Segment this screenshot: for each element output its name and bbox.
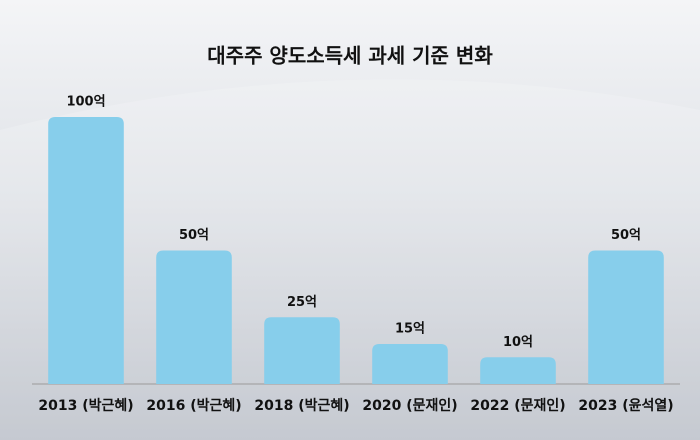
bar: [48, 117, 124, 384]
x-tick-label: 2022 (문재인): [470, 397, 565, 414]
x-tick-label: 2020 (문재인): [362, 397, 457, 414]
value-label: 25억: [287, 295, 317, 310]
bar: [480, 357, 556, 384]
bar: [588, 250, 664, 384]
x-tick-label: 2023 (윤석열): [578, 397, 673, 414]
value-label: 100억: [66, 95, 105, 110]
x-tick-label: 2016 (박근혜): [146, 397, 241, 414]
bar: [264, 317, 340, 384]
chart-title: 대주주 양도소득세 과세 기준 변화: [207, 44, 493, 68]
x-tick-label: 2013 (박근혜): [38, 397, 133, 414]
value-label: 50억: [611, 228, 641, 243]
value-label: 10억: [503, 335, 533, 350]
x-tick-label: 2018 (박근혜): [254, 397, 349, 414]
value-label: 15억: [395, 321, 425, 336]
value-label: 50억: [179, 228, 209, 243]
bar: [156, 250, 232, 384]
bar: [372, 343, 448, 384]
